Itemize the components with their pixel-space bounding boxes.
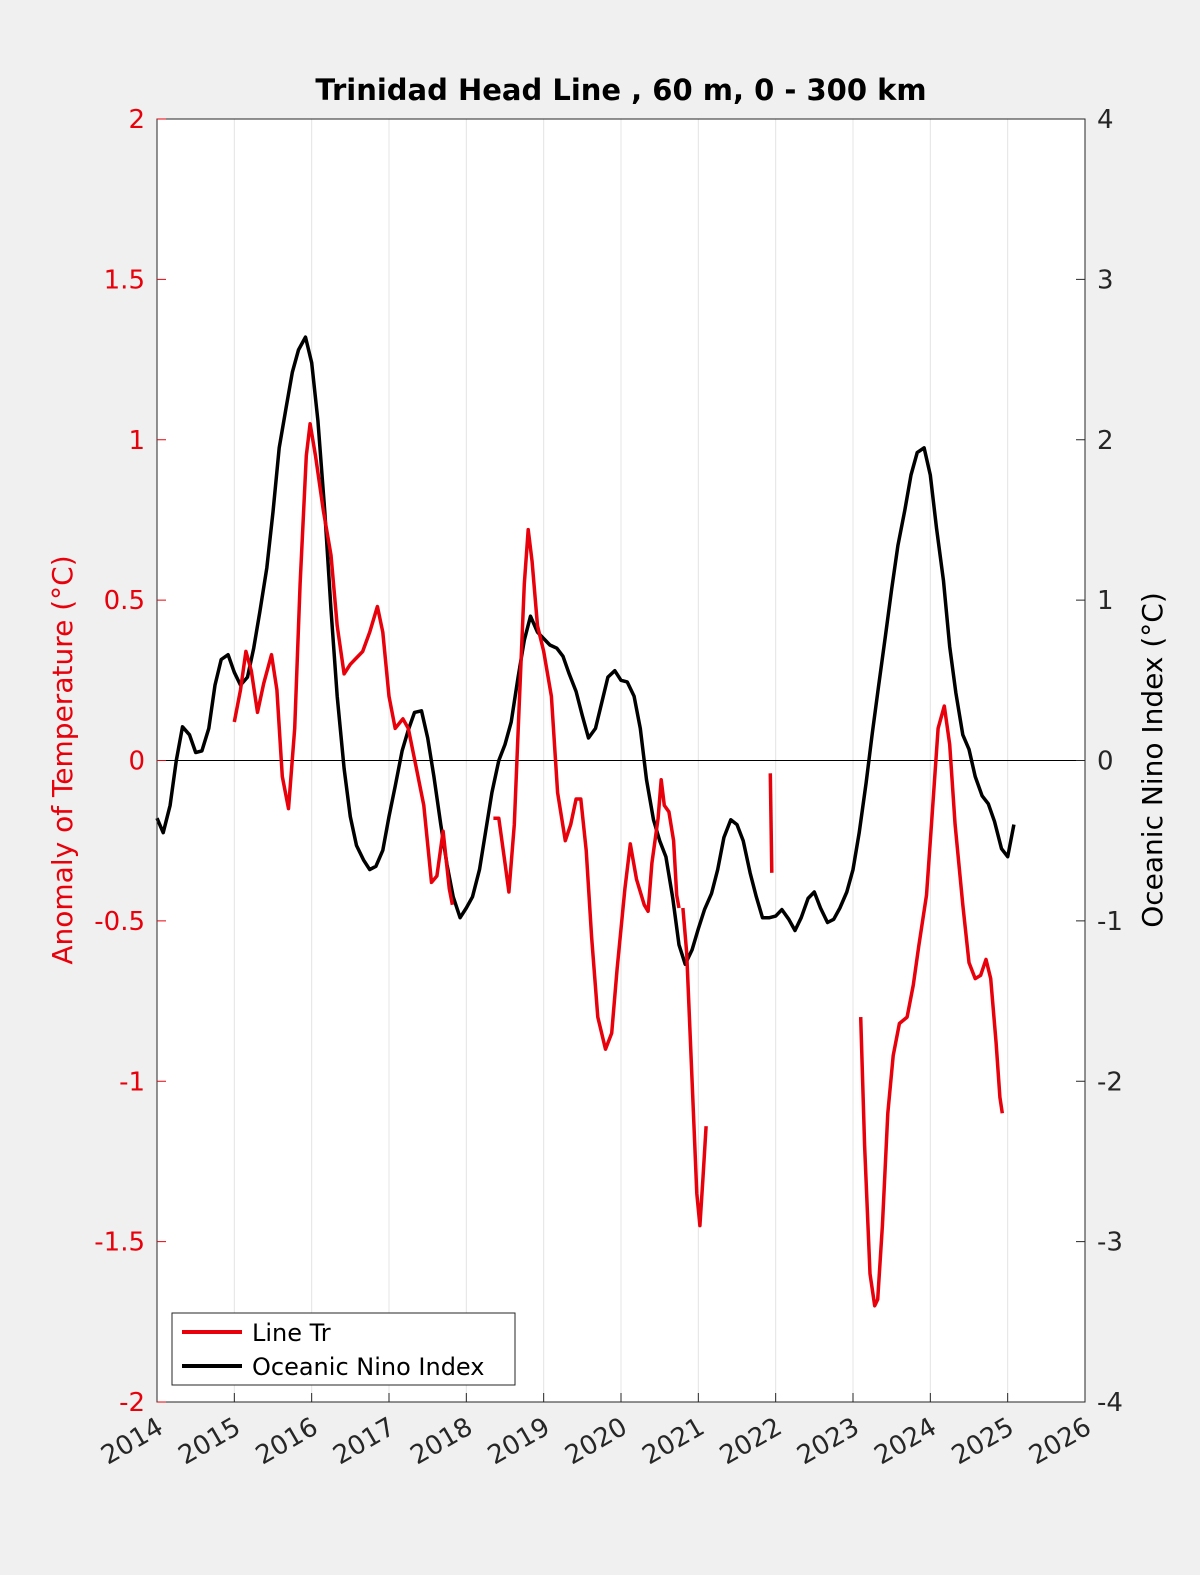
x-tick-label: 2016 [251,1412,323,1471]
series-oni-segment-1 [155,335,1016,966]
y-left-tick-label: -1.5 [94,1228,145,1258]
x-tick-label: 2015 [174,1412,246,1471]
y-left-tick-label: -2 [119,1388,145,1418]
x-tick-label: 2021 [638,1412,710,1471]
y-right-tick-label: 1 [1097,586,1114,616]
legend-label-line-tr: Line Tr [252,1319,331,1347]
y-right-tick-label: 0 [1097,747,1114,777]
legend: Line Tr Oceanic Nino Index [171,1312,516,1386]
y-left-tick-label: 0.5 [104,586,145,616]
series-layer [155,335,1016,1308]
x-tick-label: 2017 [328,1412,400,1471]
y-right-tick-label: -3 [1097,1228,1123,1258]
series-line-tr-segment-5 [858,704,1005,1308]
y-left-tick-label: 1.5 [104,265,145,295]
series-line-tr-segment-2 [493,527,681,1051]
y-left-tick-label: 2 [128,105,145,135]
x-tick-label: 2020 [560,1412,632,1471]
series-line-tr-segment-1 [232,421,455,906]
y-right-tick-label: 3 [1097,265,1114,295]
x-tick-label: 2025 [947,1412,1019,1471]
y-left-tick-label: -1 [119,1067,145,1097]
x-tick-label: 2026 [1024,1412,1096,1471]
y-left-tick-label: -0.5 [94,907,145,937]
legend-box [171,1312,516,1386]
y-right-tick-label: 2 [1097,426,1114,456]
series-line-tr-segment-3 [681,907,708,1228]
x-tick-label: 2019 [483,1412,555,1471]
series-line-tr-segment-4 [768,773,774,873]
y-left-tick-label: 1 [128,426,145,456]
x-tick-label: 2023 [792,1412,864,1471]
y-right-tick-label: -2 [1097,1067,1123,1097]
y-left-tick-label: 0 [128,747,145,777]
legend-label-oni: Oceanic Nino Index [252,1353,484,1381]
x-tick-label: 2018 [406,1412,478,1471]
y-axis-left-label: Anomaly of Temperature (°C) [46,555,79,964]
y-axis-right-label: Oceanic Nino Index (°C) [1136,592,1169,928]
chart-title: Trinidad Head Line , 60 m, 0 - 300 km [315,73,926,107]
x-tick-label: 2024 [870,1412,942,1471]
y-right-tick-label: 4 [1097,105,1114,135]
y-right-tick-label: -1 [1097,907,1123,937]
x-tick-label: 2014 [96,1412,168,1471]
y-right-tick-label: -4 [1097,1388,1123,1418]
x-tick-label: 2022 [715,1412,787,1471]
